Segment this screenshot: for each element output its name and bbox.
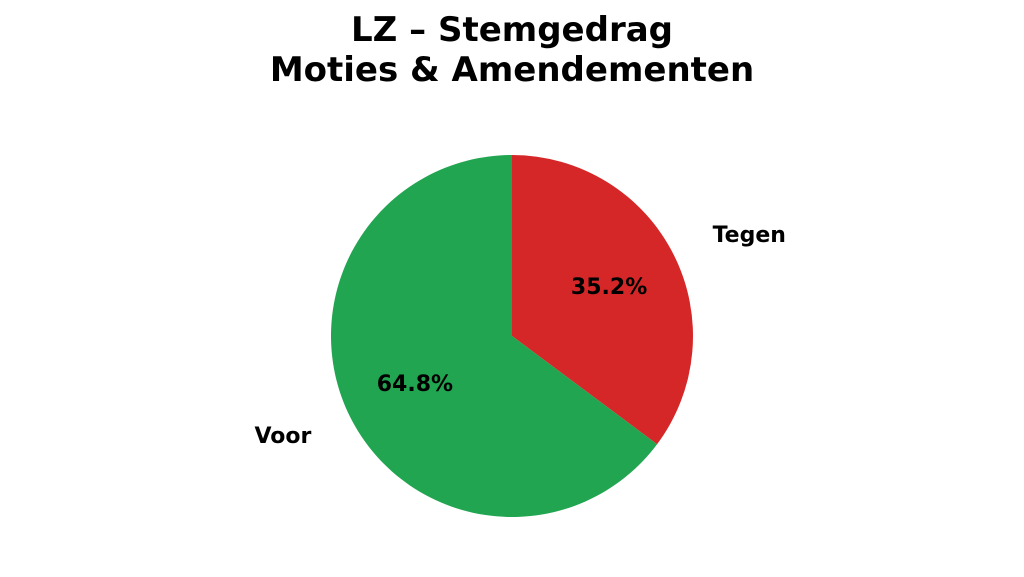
pie-slice-tegen <box>512 155 693 445</box>
slice-label-voor: Voor <box>254 424 311 449</box>
chart-title-line-1: LZ – Stemgedrag <box>350 10 673 50</box>
slice-label-tegen: Tegen <box>713 223 786 248</box>
chart-title-line-2: Moties & Amendementen <box>269 50 755 90</box>
pie-slice-voor <box>330 154 658 517</box>
slice-pct-label-tegen: 35.2% <box>571 275 647 300</box>
slice-pct-label-voor: 64.8% <box>377 372 453 397</box>
